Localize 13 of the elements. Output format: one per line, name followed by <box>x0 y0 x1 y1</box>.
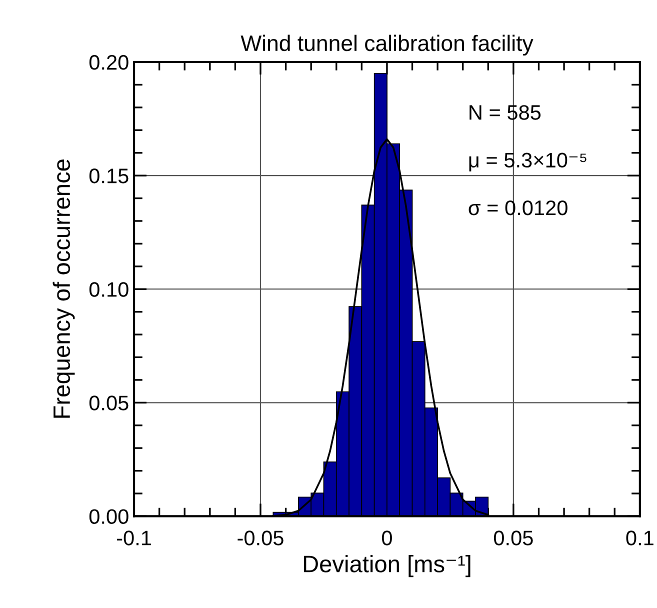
x-tick-label: 0 <box>382 530 392 546</box>
x-tick-label: 0.05 <box>494 530 533 546</box>
y-tick-label: 0.15 <box>89 168 128 184</box>
y-tick-label: 0.20 <box>89 55 128 70</box>
y-axis-title: Frequency of occurrence <box>52 160 75 418</box>
x-tick-label: -0.1 <box>117 530 151 546</box>
y-tick-label: 0.00 <box>89 509 128 524</box>
x-tick-label: 0.1 <box>626 530 654 546</box>
x-axis-title: Deviation [ms⁻¹] <box>304 555 470 578</box>
y-tick-label: 0.10 <box>89 282 128 297</box>
x-tick-label: -0.05 <box>238 530 284 546</box>
y-tick-label: 0.05 <box>89 396 128 410</box>
chart-title: Wind tunnel calibration facility <box>240 34 534 56</box>
